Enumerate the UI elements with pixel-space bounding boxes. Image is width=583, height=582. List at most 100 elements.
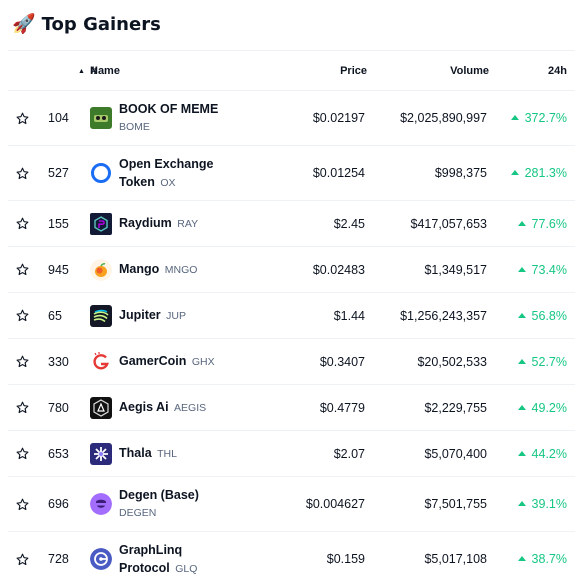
rocket-icon: 🚀: [12, 13, 36, 35]
volume-cell: $7,501,755: [373, 476, 495, 532]
rank-cell: 728: [48, 552, 69, 567]
coin-name[interactable]: Thala: [119, 446, 152, 460]
table-row[interactable]: 65 Jupiter JUP $1.44 $1,256,243,357 56.8…: [8, 292, 575, 339]
caret-up-icon: [517, 404, 526, 410]
coin-name[interactable]: Jupiter: [119, 308, 161, 322]
change-value: 56.8%: [531, 308, 567, 323]
caret-up-icon: [517, 556, 526, 562]
thala-logo-icon: [90, 442, 112, 465]
star-icon[interactable]: [15, 446, 30, 461]
raydium-logo-icon: [90, 212, 112, 235]
header-price[interactable]: Price: [250, 50, 373, 91]
top-gainers-table: ▲ # Name Price Volume 24h 104 BOOK OF MEM…: [8, 50, 575, 582]
table-row[interactable]: 945 Mango MNGO $0.02483 $1,349,517 73.4%: [8, 246, 575, 293]
star-icon[interactable]: [15, 308, 30, 323]
change-cell: 281.3%: [510, 166, 567, 180]
rank-cell: 527: [38, 145, 90, 201]
star-icon[interactable]: [15, 216, 30, 231]
coin-name[interactable]: Aegis Ai: [119, 400, 169, 414]
change-cell: 52.7%: [517, 354, 567, 369]
rank-cell: 330: [38, 338, 90, 385]
change-cell: 49.2%: [517, 400, 567, 415]
volume-cell: $2,229,755: [373, 384, 495, 431]
rank-cell: 104: [38, 90, 90, 146]
change-cell: 44.2%: [517, 446, 567, 461]
coin-name-line2[interactable]: Token: [119, 174, 155, 189]
caret-up-icon: [510, 115, 519, 120]
caret-up-icon: [510, 170, 519, 175]
star-icon[interactable]: [15, 262, 30, 277]
header-name[interactable]: Name: [90, 50, 250, 91]
table-row[interactable]: 330 GamerCoin GHX $0.3407 $20,502,533 52…: [8, 338, 575, 385]
rank-cell: 653: [38, 430, 90, 477]
star-icon[interactable]: [15, 354, 30, 369]
change-value: 73.4%: [531, 262, 567, 277]
caret-up-icon: [517, 358, 526, 364]
table-row[interactable]: 527 Open Exchange Token OX $0.01254 $998,…: [8, 145, 575, 201]
change-value: 77.6%: [531, 216, 567, 231]
change-value: 38.7%: [531, 552, 567, 567]
star-icon[interactable]: [15, 166, 30, 181]
header-rank[interactable]: ▲ #: [38, 50, 97, 91]
coin-name[interactable]: Mango: [119, 262, 160, 276]
volume-cell: $417,057,653: [373, 200, 495, 247]
change-value: 44.2%: [531, 446, 567, 461]
change-cell: 56.8%: [517, 308, 567, 323]
bome-logo-icon: [90, 107, 112, 129]
table-row[interactable]: 653 Thala THL $2.07 $5,070,400 44.2%: [8, 430, 575, 477]
coin-symbol: MNGO: [164, 264, 198, 276]
coin-symbol: OX: [160, 176, 176, 189]
price-cell: $1.44: [250, 292, 373, 339]
rank-cell: 696: [38, 476, 90, 532]
sort-asc-icon: ▲: [78, 67, 85, 75]
caret-up-icon: [517, 266, 526, 272]
coin-name[interactable]: GamerCoin: [119, 354, 187, 368]
table-row[interactable]: 104 BOOK OF MEME BOME $0.02197 $2,025,890…: [8, 90, 575, 146]
price-cell: $0.3407: [250, 338, 373, 385]
table-row[interactable]: 728 GraphLinq Protocol GLQ $0.159 $5,017,…: [8, 532, 575, 582]
coin-name-line2[interactable]: Protocol: [119, 560, 170, 575]
ox-logo-icon: [90, 162, 112, 184]
coin-name[interactable]: Degen (Base): [119, 488, 199, 502]
caret-up-icon: [517, 220, 526, 226]
price-cell: $0.159: [326, 552, 365, 567]
coin-name[interactable]: GraphLinq: [119, 542, 183, 557]
volume-cell: $5,070,400: [373, 430, 495, 477]
coin-name[interactable]: Raydium: [119, 216, 172, 230]
star-icon[interactable]: [15, 400, 30, 415]
table-row[interactable]: 155 Raydium RAY $2.45 $417,057,653 77.6%: [8, 200, 575, 247]
aegis-logo-icon: [90, 396, 112, 419]
star-icon[interactable]: [15, 552, 30, 567]
change-value: 52.7%: [531, 354, 567, 369]
coin-symbol: DEGEN: [119, 507, 157, 519]
header-star-col: [8, 50, 38, 91]
star-icon[interactable]: [15, 111, 30, 126]
degen-logo-icon: [90, 493, 112, 515]
volume-cell: $1,256,243,357: [373, 292, 495, 339]
rank-cell: 65: [38, 292, 90, 339]
jupiter-logo-icon: [90, 304, 112, 327]
table-row[interactable]: 780 Aegis Ai AEGIS $0.4779 $2,229,755 49…: [8, 384, 575, 431]
table-header-row: ▲ # Name Price Volume 24h: [8, 50, 575, 91]
coin-symbol: RAY: [177, 218, 199, 230]
widget-title: 🚀 Top Gainers: [12, 12, 161, 36]
change-cell: 38.7%: [517, 552, 567, 567]
volume-cell: $2,025,890,997: [373, 90, 495, 146]
table-row[interactable]: 696 Degen (Base) DEGEN $0.004627 $7,501,7…: [8, 476, 575, 532]
change-cell: 372.7%: [510, 111, 567, 125]
coin-symbol: GHX: [191, 356, 215, 368]
coin-name[interactable]: Open Exchange: [119, 156, 214, 171]
change-value: 39.1%: [531, 497, 567, 511]
page-title: Top Gainers: [41, 13, 161, 35]
caret-up-icon: [517, 501, 526, 506]
header-volume[interactable]: Volume: [373, 50, 495, 91]
price-cell: $0.01254: [250, 145, 373, 201]
coin-symbol: BOME: [119, 121, 150, 133]
price-cell: $0.02483: [250, 246, 373, 293]
rank-cell: 155: [38, 200, 90, 247]
change-value: 49.2%: [531, 400, 567, 415]
coin-name[interactable]: BOOK OF MEME: [119, 102, 219, 116]
star-icon[interactable]: [15, 497, 30, 512]
volume-cell: $1,349,517: [373, 246, 495, 293]
header-change[interactable]: 24h: [495, 50, 575, 91]
